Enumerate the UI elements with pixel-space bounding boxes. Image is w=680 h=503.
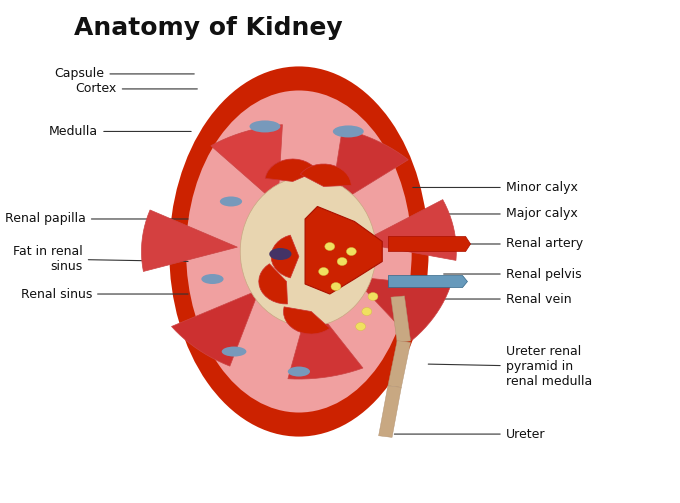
Ellipse shape	[368, 293, 378, 300]
Ellipse shape	[356, 322, 366, 330]
Ellipse shape	[201, 274, 224, 284]
Text: Ureter renal
pyramid in
renal medulla: Ureter renal pyramid in renal medulla	[428, 345, 592, 388]
Text: Medulla: Medulla	[49, 125, 191, 138]
Polygon shape	[271, 235, 299, 278]
Text: Renal sinus: Renal sinus	[20, 288, 188, 300]
Ellipse shape	[220, 197, 242, 206]
Text: Fat in renal
sinus: Fat in renal sinus	[13, 245, 188, 273]
Ellipse shape	[169, 66, 428, 437]
Text: Cortex: Cortex	[75, 82, 197, 96]
Ellipse shape	[346, 247, 356, 256]
Text: Capsule: Capsule	[54, 67, 194, 80]
FancyArrow shape	[388, 236, 471, 252]
Text: Renal artery: Renal artery	[435, 237, 583, 250]
FancyArrow shape	[379, 386, 401, 438]
Ellipse shape	[288, 367, 310, 377]
Text: Anatomy of Kidney: Anatomy of Kidney	[73, 17, 342, 40]
Ellipse shape	[319, 268, 328, 276]
Polygon shape	[211, 125, 282, 205]
Text: Major calyx: Major calyx	[419, 207, 577, 220]
Ellipse shape	[269, 248, 292, 260]
Ellipse shape	[186, 91, 411, 412]
Polygon shape	[305, 206, 382, 294]
Text: Minor calyx: Minor calyx	[413, 181, 577, 194]
Text: Renal papilla: Renal papilla	[5, 212, 188, 225]
Polygon shape	[352, 277, 450, 340]
Text: Renal pelvis: Renal pelvis	[443, 268, 581, 281]
Polygon shape	[301, 164, 352, 187]
Ellipse shape	[362, 307, 372, 315]
FancyArrow shape	[388, 276, 467, 288]
Ellipse shape	[240, 177, 376, 326]
Ellipse shape	[331, 283, 341, 291]
Polygon shape	[284, 307, 330, 334]
Text: Renal vein: Renal vein	[443, 293, 571, 305]
FancyArrow shape	[391, 296, 411, 342]
Polygon shape	[360, 200, 456, 261]
Ellipse shape	[337, 258, 347, 266]
Text: Ureter: Ureter	[394, 428, 545, 441]
Polygon shape	[141, 210, 237, 272]
Ellipse shape	[250, 120, 280, 132]
Polygon shape	[330, 129, 408, 208]
Ellipse shape	[325, 242, 335, 250]
Polygon shape	[259, 264, 288, 304]
FancyArrow shape	[388, 341, 411, 387]
Polygon shape	[288, 301, 363, 379]
Polygon shape	[265, 159, 318, 182]
Ellipse shape	[333, 125, 364, 137]
Polygon shape	[171, 290, 259, 366]
Ellipse shape	[222, 347, 246, 357]
